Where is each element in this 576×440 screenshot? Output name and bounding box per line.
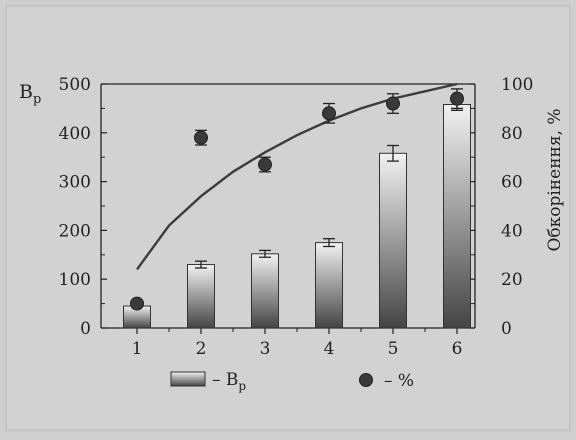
y-left-tick-label: 400 [59,124,91,144]
point-5 [386,96,400,111]
y-left-tick-label: 100 [59,270,91,290]
bar-2 [187,264,215,329]
legend-bar-swatch [170,371,206,387]
bar-5 [379,152,407,329]
x-tick-label: 2 [196,339,207,359]
bar-3 [251,253,279,329]
x-tick-label: 4 [324,339,335,359]
y-right-tick-label: 20 [501,270,523,290]
trend-curve [136,82,458,271]
point-1 [130,296,144,311]
y-left-tick-label: 300 [59,173,91,193]
point-4 [322,106,336,121]
x-tick-label: 3 [260,339,271,359]
x-tick-label: 6 [452,339,463,359]
y-right-tick-label: 100 [501,75,533,95]
bar-6 [443,103,471,329]
y-left-axis-label-subscript: p [33,92,41,107]
y-right-tick-label: 80 [501,124,523,144]
y-right-axis-label: Обкорінення, % [545,108,565,251]
point-3 [258,157,272,172]
x-tick-label: 1 [132,339,143,359]
y-right-tick-label: 0 [501,319,512,339]
y-left-tick-label: 200 [59,221,91,241]
point-6 [450,91,464,106]
x-tick-label: 5 [388,339,399,359]
point-2 [194,130,208,145]
legend-point-marker [359,373,373,387]
y-right-tick-label: 60 [501,173,523,193]
bar-4 [315,242,343,329]
legend-point-label: – % [384,371,414,391]
figure-frame [5,5,571,431]
legend-bar-label: – Bp [212,370,246,393]
y-right-tick-label: 40 [501,221,523,241]
legend-bar-label-subscript: p [238,379,246,393]
y-left-tick-label: 0 [80,319,91,339]
y-left-tick-label: 500 [59,75,91,95]
